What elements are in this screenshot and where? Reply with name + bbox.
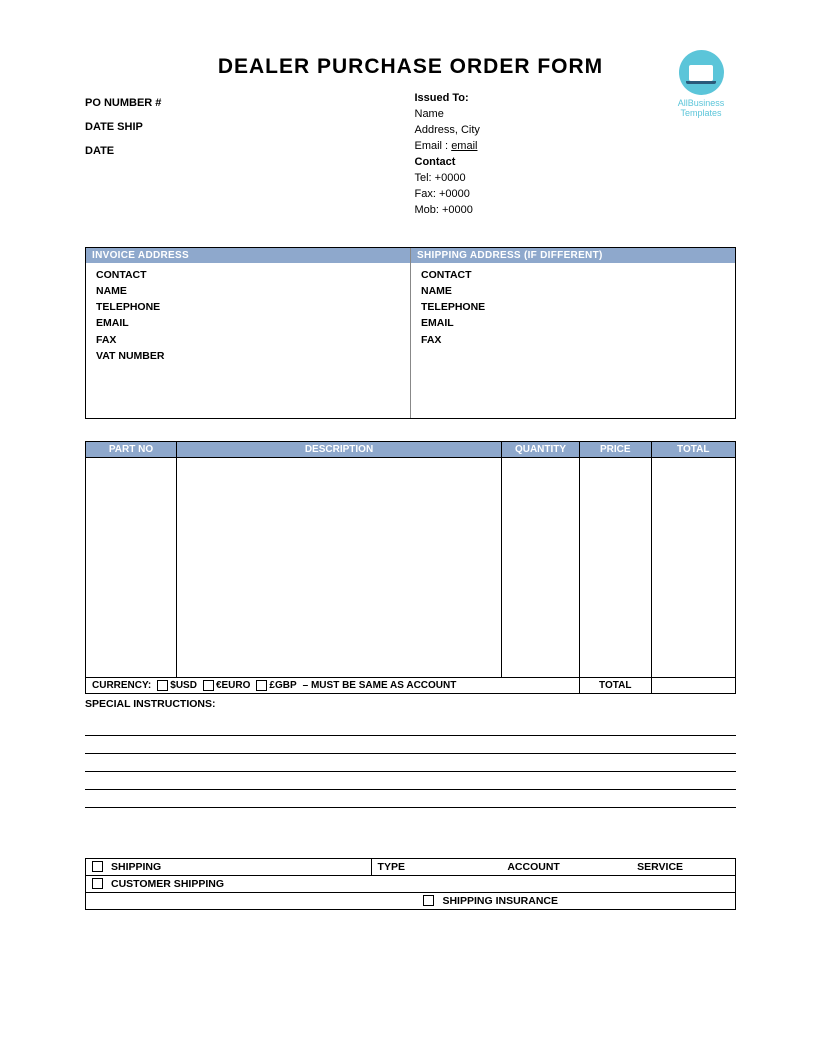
shipping-row-1: SHIPPING TYPE ACCOUNT SERVICE	[86, 859, 735, 876]
checkbox-gbp[interactable]	[256, 680, 267, 691]
field-contact: CONTACT	[96, 267, 404, 283]
field-name: NAME	[96, 283, 404, 299]
page-title: DEALER PURCHASE ORDER FORM	[85, 55, 736, 79]
brand-logo: AllBusiness Templates	[666, 50, 736, 119]
ship-field-fax: FAX	[421, 332, 729, 348]
ship-field-contact: CONTACT	[421, 267, 729, 283]
shipping-row-3: SHIPPING INSURANCE	[86, 893, 735, 909]
header-section: PO NUMBER # DATE SHIP DATE Issued To: Na…	[85, 91, 736, 219]
col-partno: PART NO	[86, 441, 177, 457]
service-label: SERVICE	[631, 859, 735, 875]
insurance-label: SHIPPING INSURANCE	[442, 895, 558, 907]
instruction-lines	[85, 720, 736, 808]
date-ship-label: DATE SHIP	[85, 115, 407, 139]
col-total: TOTAL	[651, 441, 736, 457]
ship-field-name: NAME	[421, 283, 729, 299]
total-label-cell: TOTAL	[580, 677, 652, 693]
col-description: DESCRIPTION	[177, 441, 502, 457]
line-4[interactable]	[85, 774, 736, 790]
grand-total-cell[interactable]	[651, 677, 736, 693]
cell-description[interactable]	[177, 457, 502, 677]
address-box: INVOICE ADDRESS CONTACT NAME TELEPHONE E…	[85, 247, 736, 419]
ship-field-email: EMAIL	[421, 315, 729, 331]
account-label: ACCOUNT	[501, 859, 631, 875]
field-telephone: TELEPHONE	[96, 299, 404, 315]
contact-label: Contact	[415, 155, 737, 171]
items-table: PART NO DESCRIPTION QUANTITY PRICE TOTAL…	[85, 441, 736, 694]
checkbox-usd[interactable]	[157, 680, 168, 691]
field-fax: FAX	[96, 332, 404, 348]
currency-note: – MUST BE SAME AS ACCOUNT	[303, 680, 457, 691]
ship-field-telephone: TELEPHONE	[421, 299, 729, 315]
checkbox-insurance[interactable]	[423, 895, 434, 906]
type-label: TYPE	[372, 859, 502, 875]
issuer-mob: Mob: +0000	[415, 203, 737, 219]
shipping-row-2: CUSTOMER SHIPPING	[86, 876, 735, 893]
opt-euro: €EURO	[216, 680, 250, 691]
po-number-label: PO NUMBER #	[85, 91, 407, 115]
email-link[interactable]: email	[451, 140, 477, 152]
shipping-cell: SHIPPING	[86, 859, 372, 875]
shipping-address-col: SHIPPING ADDRESS (IF DIFFERENT) CONTACT …	[411, 248, 735, 418]
items-body-row	[86, 457, 736, 677]
opt-usd: $USD	[170, 680, 197, 691]
customer-shipping-cell: CUSTOMER SHIPPING	[86, 876, 735, 892]
line-3[interactable]	[85, 756, 736, 772]
cell-quantity[interactable]	[502, 457, 580, 677]
shipping-address-body: CONTACT NAME TELEPHONE EMAIL FAX	[411, 263, 735, 418]
currency-cell: CURRENCY: $USD €EURO £GBP – MUST BE SAME…	[86, 677, 580, 693]
laptop-icon	[679, 50, 724, 95]
currency-row: CURRENCY: $USD €EURO £GBP – MUST BE SAME…	[86, 677, 736, 693]
invoice-address-col: INVOICE ADDRESS CONTACT NAME TELEPHONE E…	[86, 248, 411, 418]
issuer-email: Email : email	[415, 139, 737, 155]
col-price: PRICE	[580, 441, 652, 457]
insurance-cell: SHIPPING INSURANCE	[86, 893, 735, 909]
date-label: DATE	[85, 139, 407, 163]
checkbox-customer-shipping[interactable]	[92, 878, 103, 889]
line-2[interactable]	[85, 738, 736, 754]
line-5[interactable]	[85, 792, 736, 808]
shipping-label: SHIPPING	[111, 861, 161, 873]
col-quantity: QUANTITY	[502, 441, 580, 457]
cell-total[interactable]	[651, 457, 736, 677]
shipping-address-header: SHIPPING ADDRESS (IF DIFFERENT)	[411, 248, 735, 263]
special-instructions-label: SPECIAL INSTRUCTIONS:	[85, 698, 736, 710]
cell-partno[interactable]	[86, 457, 177, 677]
line-1[interactable]	[85, 720, 736, 736]
logo-text-2: Templates	[666, 109, 736, 119]
issuer-fax: Fax: +0000	[415, 187, 737, 203]
currency-label: CURRENCY:	[92, 680, 151, 691]
invoice-address-header: INVOICE ADDRESS	[86, 248, 410, 263]
customer-shipping-label: CUSTOMER SHIPPING	[111, 878, 224, 890]
field-vat: VAT NUMBER	[96, 348, 404, 364]
field-email: EMAIL	[96, 315, 404, 331]
header-left: PO NUMBER # DATE SHIP DATE	[85, 91, 407, 219]
opt-gbp: £GBP	[269, 680, 296, 691]
checkbox-euro[interactable]	[203, 680, 214, 691]
checkbox-shipping[interactable]	[92, 861, 103, 872]
cell-price[interactable]	[580, 457, 652, 677]
shipping-box: SHIPPING TYPE ACCOUNT SERVICE CUSTOMER S…	[85, 858, 736, 910]
invoice-address-body: CONTACT NAME TELEPHONE EMAIL FAX VAT NUM…	[86, 263, 410, 418]
issuer-address: Address, City	[415, 123, 737, 139]
issuer-tel: Tel: +0000	[415, 171, 737, 187]
